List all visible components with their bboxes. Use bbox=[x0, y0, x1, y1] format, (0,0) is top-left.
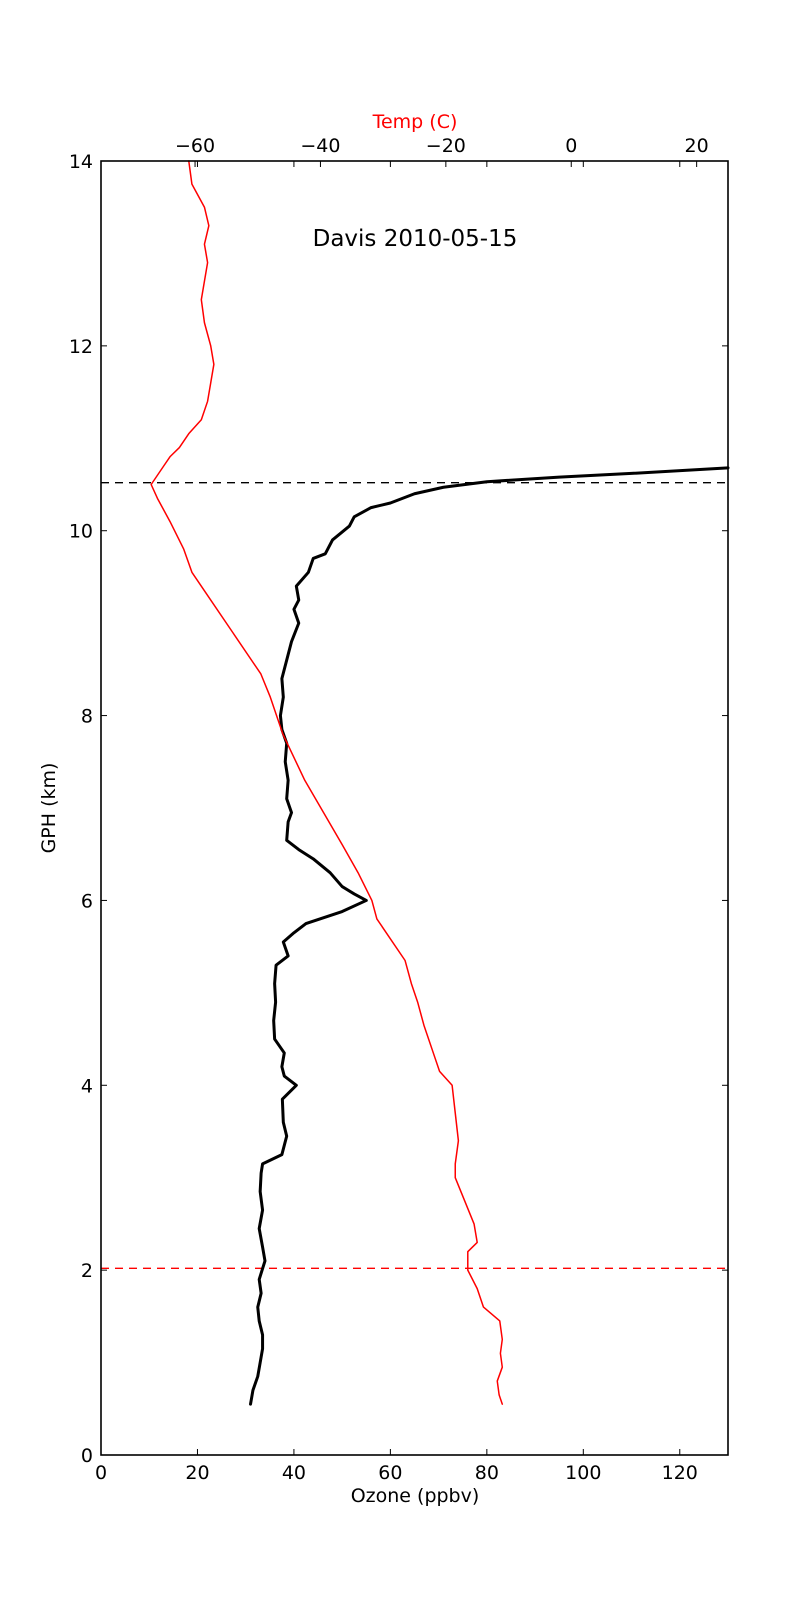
x2-tick-label: −20 bbox=[426, 135, 466, 157]
y-tick-label: 12 bbox=[69, 336, 93, 358]
x2-tick-label: 0 bbox=[565, 135, 577, 157]
x-tick-label: 40 bbox=[282, 1462, 306, 1484]
y-tick-label: 14 bbox=[69, 151, 93, 173]
x-tick-label: 60 bbox=[378, 1462, 402, 1484]
y-tick-label: 2 bbox=[81, 1260, 93, 1282]
chart-title: Davis 2010-05-15 bbox=[313, 226, 518, 252]
x2-axis-label: Temp (C) bbox=[372, 111, 458, 133]
x2-tick-label: −60 bbox=[175, 135, 215, 157]
y-tick-label: 10 bbox=[69, 521, 93, 543]
y-tick-label: 0 bbox=[81, 1445, 93, 1467]
ozone-line bbox=[249, 466, 730, 1406]
x-tick-label: 120 bbox=[662, 1462, 698, 1484]
x-tick-label: 100 bbox=[565, 1462, 601, 1484]
reference-lines bbox=[101, 481, 728, 1269]
plot-frame bbox=[100, 160, 729, 1456]
y-tick-label: 8 bbox=[81, 706, 93, 728]
x-tick-label: 20 bbox=[185, 1462, 209, 1484]
series-lines bbox=[150, 160, 730, 1406]
x-tick-label: 0 bbox=[95, 1462, 107, 1484]
y-tick-label: 6 bbox=[81, 890, 93, 912]
y-axis-label: GPH (km) bbox=[38, 763, 60, 854]
y-tick-label: 4 bbox=[81, 1075, 93, 1097]
axis-ticks: 0 20 40 60 80 100 120 −60 −40 −20 0 20 0 2 4 6 8 10 12 14 bbox=[69, 135, 728, 1484]
x2-tick-label: 20 bbox=[685, 135, 709, 157]
x-axis-label: Ozone (ppbv) bbox=[351, 1485, 480, 1507]
x-tick-label: 80 bbox=[475, 1462, 499, 1484]
x2-tick-label: −40 bbox=[300, 135, 340, 157]
temperature-line bbox=[150, 160, 504, 1405]
